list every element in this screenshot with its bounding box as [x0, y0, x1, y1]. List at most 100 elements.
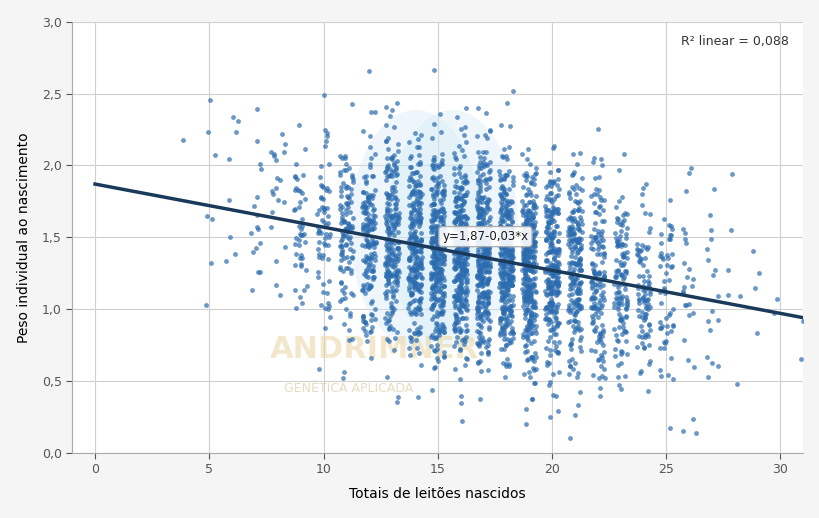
Point	[496, 153, 509, 162]
Point	[478, 208, 491, 216]
Point	[356, 198, 369, 207]
Point	[686, 363, 699, 371]
Point	[314, 182, 328, 190]
Point	[433, 128, 446, 137]
Point	[457, 260, 470, 268]
Point	[337, 218, 350, 226]
Point	[391, 217, 405, 225]
Point	[505, 243, 518, 252]
Point	[414, 264, 428, 272]
Point	[455, 266, 468, 274]
Point	[429, 276, 442, 284]
Point	[587, 233, 600, 241]
Point	[547, 266, 560, 275]
Point	[359, 332, 372, 340]
Point	[404, 163, 417, 171]
Point	[455, 264, 468, 272]
Point	[476, 289, 489, 297]
Point	[427, 200, 440, 208]
Point	[299, 145, 312, 153]
Point	[548, 346, 561, 354]
Point	[521, 206, 534, 214]
Point	[407, 281, 420, 289]
Point	[460, 214, 473, 222]
Point	[403, 333, 416, 341]
Point	[495, 262, 508, 270]
Point	[425, 284, 438, 292]
Point	[597, 272, 610, 281]
Point	[473, 266, 486, 275]
Point	[493, 265, 506, 274]
Point	[435, 266, 448, 275]
Point	[437, 244, 450, 252]
Point	[544, 290, 557, 298]
Point	[637, 330, 650, 339]
Point	[455, 206, 468, 214]
Point	[389, 270, 402, 279]
Point	[298, 195, 311, 203]
Point	[503, 302, 516, 310]
Point	[596, 293, 609, 301]
Point	[413, 193, 426, 202]
Point	[342, 223, 355, 231]
Point	[523, 319, 536, 327]
Point	[269, 281, 283, 289]
Point	[481, 309, 494, 318]
Point	[654, 372, 667, 380]
Point	[527, 204, 540, 212]
Point	[592, 202, 605, 210]
Point	[341, 193, 354, 202]
Point	[665, 305, 678, 313]
Point	[540, 265, 553, 274]
Point	[663, 424, 676, 432]
Point	[453, 346, 466, 354]
Point	[409, 181, 422, 189]
Point	[314, 301, 328, 309]
Point	[495, 287, 508, 296]
Point	[410, 280, 423, 288]
Point	[502, 295, 515, 304]
Point	[473, 313, 486, 321]
Point	[521, 145, 534, 153]
Point	[482, 236, 495, 244]
Point	[545, 278, 558, 286]
Point	[505, 278, 518, 286]
Point	[567, 206, 580, 214]
Point	[448, 218, 461, 226]
Point	[314, 254, 328, 262]
Point	[472, 209, 485, 218]
Point	[430, 232, 443, 240]
Point	[447, 208, 460, 217]
Point	[500, 223, 514, 231]
Point	[527, 286, 541, 295]
Point	[539, 211, 552, 220]
Point	[517, 257, 530, 266]
Point	[314, 229, 328, 237]
Point	[543, 301, 556, 310]
Point	[569, 300, 582, 309]
Point	[542, 307, 555, 315]
Point	[550, 181, 563, 190]
Point	[526, 281, 539, 290]
Point	[641, 277, 654, 285]
Point	[476, 250, 489, 258]
Point	[430, 340, 443, 349]
Point	[424, 275, 437, 283]
Point	[566, 365, 579, 373]
Point	[470, 281, 483, 289]
Point	[571, 300, 584, 308]
Point	[551, 281, 564, 289]
Point	[478, 234, 491, 242]
Point	[616, 252, 629, 261]
Point	[568, 235, 581, 243]
Point	[497, 268, 510, 277]
Point	[428, 253, 441, 262]
Point	[505, 296, 518, 304]
Point	[427, 199, 440, 208]
Point	[519, 155, 532, 164]
Point	[500, 319, 513, 327]
Point	[563, 284, 576, 293]
Point	[250, 193, 263, 201]
Point	[563, 193, 576, 202]
Point	[550, 278, 563, 286]
